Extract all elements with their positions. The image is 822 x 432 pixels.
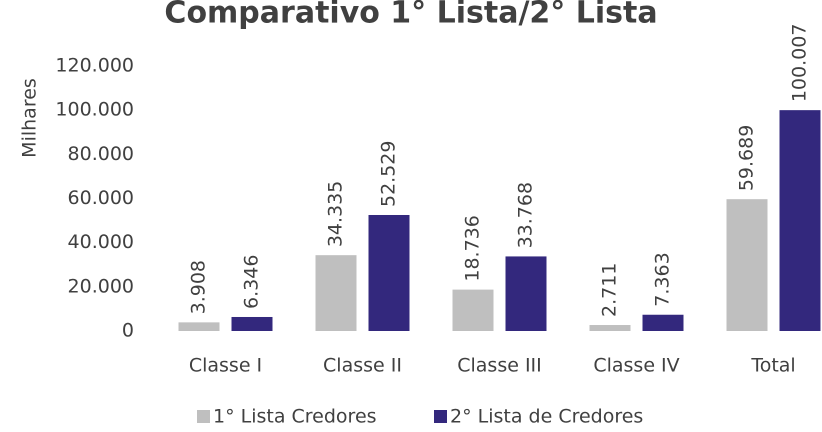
legend-swatch	[197, 410, 210, 423]
x-tick-label: Total	[750, 355, 795, 377]
data-label: 18.736	[462, 215, 484, 281]
y-tick-label: 100.000	[55, 99, 134, 121]
bar	[726, 199, 768, 331]
y-tick-label: 60.000	[68, 187, 134, 209]
legend-swatch	[434, 410, 447, 423]
y-tick-label: 120.000	[55, 55, 134, 77]
legend-label: 2° Lista de Credores	[450, 406, 643, 428]
bar	[505, 256, 547, 331]
x-tick-label: Classe IV	[593, 355, 679, 377]
data-label: 34.335	[325, 181, 347, 247]
y-axis-label: Milhares	[19, 78, 41, 158]
data-label: 33.768	[515, 182, 537, 248]
y-tick-label: 40.000	[68, 231, 134, 253]
data-label: 2.711	[599, 263, 621, 317]
data-label: 7.363	[652, 252, 674, 306]
x-tick-label: Classe III	[457, 355, 542, 377]
bar	[452, 289, 494, 331]
legend-label: 1° Lista Credores	[213, 406, 377, 428]
bar	[315, 255, 357, 331]
data-label: 100.007	[789, 24, 811, 103]
x-tick-label: Classe I	[189, 355, 262, 377]
y-tick-label: 0	[122, 320, 134, 342]
data-label: 52.529	[378, 141, 400, 207]
y-tick-label: 80.000	[68, 143, 134, 165]
data-label: 3.908	[188, 260, 210, 314]
bar	[589, 325, 631, 331]
x-tick-label: Classe II	[323, 355, 402, 377]
bar	[178, 322, 220, 331]
y-tick-label: 20.000	[68, 275, 134, 297]
chart-title: Comparativo 1° Lista/2° Lista	[164, 0, 657, 31]
bar	[231, 316, 273, 331]
bar	[368, 214, 410, 331]
data-label: 59.689	[736, 125, 758, 191]
data-label: 6.346	[241, 255, 263, 309]
bar	[642, 314, 684, 331]
bar	[779, 110, 821, 331]
